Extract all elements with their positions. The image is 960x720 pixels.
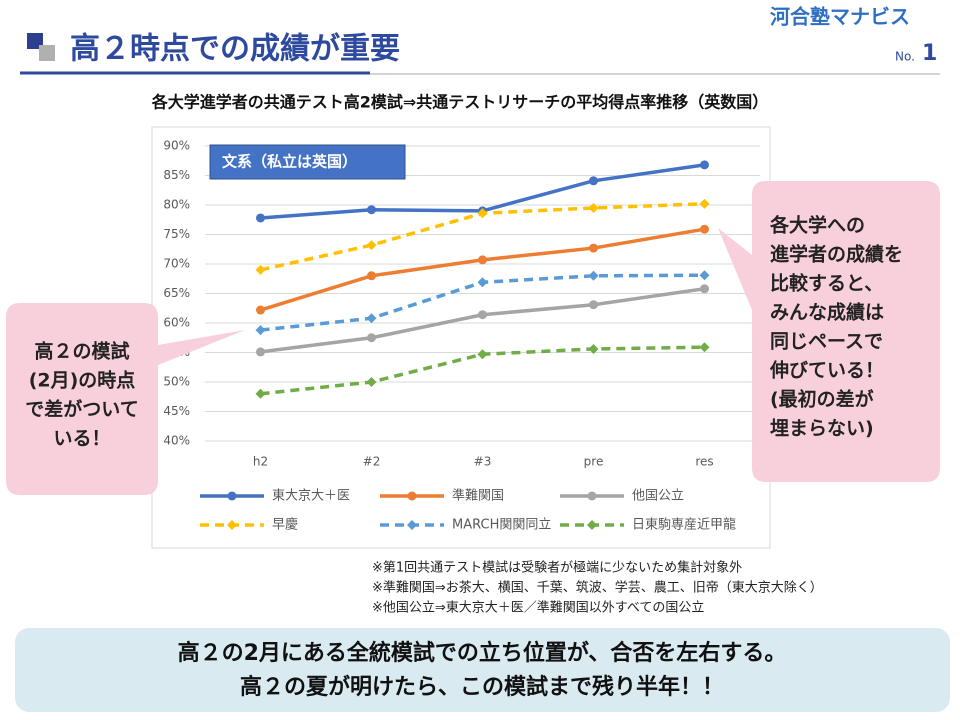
y-tick-label: 90% — [163, 139, 190, 153]
y-tick-label: 75% — [163, 227, 190, 241]
point — [478, 310, 487, 320]
legend-marker — [407, 491, 417, 501]
point — [700, 224, 709, 234]
callout-right-line: 進学者の成績を — [770, 243, 903, 266]
point — [589, 300, 598, 310]
legend-marker — [227, 491, 237, 501]
x-tick-label: res — [695, 455, 713, 469]
y-tick-label: 40% — [163, 434, 190, 448]
point — [367, 205, 376, 215]
y-tick-label: 45% — [163, 404, 190, 418]
x-tick-label: h2 — [253, 455, 268, 469]
point — [477, 208, 488, 219]
page-prefix: No. — [895, 50, 915, 64]
point — [256, 213, 265, 223]
legend-marker — [227, 520, 237, 530]
point — [256, 305, 265, 315]
point — [700, 284, 709, 294]
point — [367, 271, 376, 281]
callout-right — [718, 181, 940, 482]
slide-title: 高２時点での成績が重要 — [70, 32, 400, 67]
y-tick-label: 50% — [163, 375, 190, 389]
legend-marker — [587, 520, 597, 530]
point — [699, 342, 710, 353]
point — [699, 198, 710, 209]
point — [589, 243, 598, 253]
note: ※準難関国⇒お茶大、横国、千葉、筑波、学芸、農工、旧帝（東大京大除く） — [372, 580, 823, 596]
point — [588, 270, 599, 281]
y-tick-label: 65% — [163, 286, 190, 300]
legend-label: MARCH関関同立 — [452, 518, 551, 533]
point — [477, 277, 488, 288]
point — [367, 333, 376, 343]
point — [477, 349, 488, 360]
point — [255, 388, 266, 399]
callout-left-line: いる！ — [53, 428, 110, 450]
callout-left-line: で差がついて — [25, 398, 138, 421]
point — [478, 255, 487, 265]
y-tick-label: 60% — [163, 316, 190, 330]
point — [255, 325, 266, 336]
legend-label: 早慶 — [272, 518, 298, 533]
callout-right-line: 比較すると、 — [770, 272, 883, 295]
callout-left-line: 高２の模試 — [34, 340, 129, 363]
callout-right-line: 同じペースで — [770, 331, 883, 353]
point — [699, 270, 710, 281]
panel-label: 文系（私立は英国） — [222, 153, 357, 171]
legend-label: 準難関国 — [452, 488, 504, 504]
note: ※第1回共通テスト模試は受験者が極端に少ないため集計対象外 — [372, 560, 742, 576]
callout-right-line: 埋まらない) — [770, 418, 874, 440]
callout-right-line: みんな成績は — [770, 301, 884, 324]
y-tick-label: 70% — [163, 257, 190, 271]
footer-line: 高２の夏が明けたら、この模試まで残り半年！！ — [240, 674, 724, 700]
footer-line: 高２の2月にある全統模試での立ち位置が、合否を左右する。 — [178, 640, 787, 666]
page-number: 1 — [922, 41, 937, 66]
callout-right-line: (最初の差が — [770, 388, 874, 411]
point — [588, 202, 599, 213]
point — [589, 176, 598, 186]
y-tick-label: 85% — [163, 168, 190, 182]
callout-right-line: 各大学への — [769, 214, 865, 237]
point — [366, 377, 377, 387]
x-tick-label: #3 — [474, 455, 492, 469]
title-icon — [39, 45, 55, 61]
point — [255, 264, 266, 275]
legend-marker — [587, 491, 597, 501]
callout-left-line: (2月)の時点 — [29, 370, 136, 392]
logo: 河合塾マナビス — [770, 5, 910, 29]
point — [256, 347, 265, 357]
note: ※他国公立⇒東大京大＋医／準難関国以外すべての国公立 — [372, 600, 704, 616]
y-tick-label: 80% — [163, 198, 190, 212]
legend-label: 東大京大＋医 — [272, 488, 350, 504]
x-tick-label: #2 — [363, 455, 381, 469]
callout-right-line: 伸びている！ — [769, 359, 884, 382]
legend-marker — [407, 520, 417, 530]
chart-frame — [151, 126, 771, 549]
footer-box — [15, 628, 950, 712]
x-tick-label: pre — [584, 455, 604, 469]
point — [588, 343, 599, 354]
point — [366, 240, 377, 251]
panel-label-box — [209, 144, 406, 180]
callout-left — [6, 303, 245, 495]
point — [700, 160, 709, 170]
chart-title: 各大学進学者の共通テスト高2模試⇒共通テストリサーチの平均得点率推移（英数国） — [151, 93, 769, 112]
legend-label: 日東駒専産近甲龍 — [632, 517, 736, 533]
point — [366, 313, 377, 324]
legend-label: 他国公立 — [632, 489, 684, 504]
